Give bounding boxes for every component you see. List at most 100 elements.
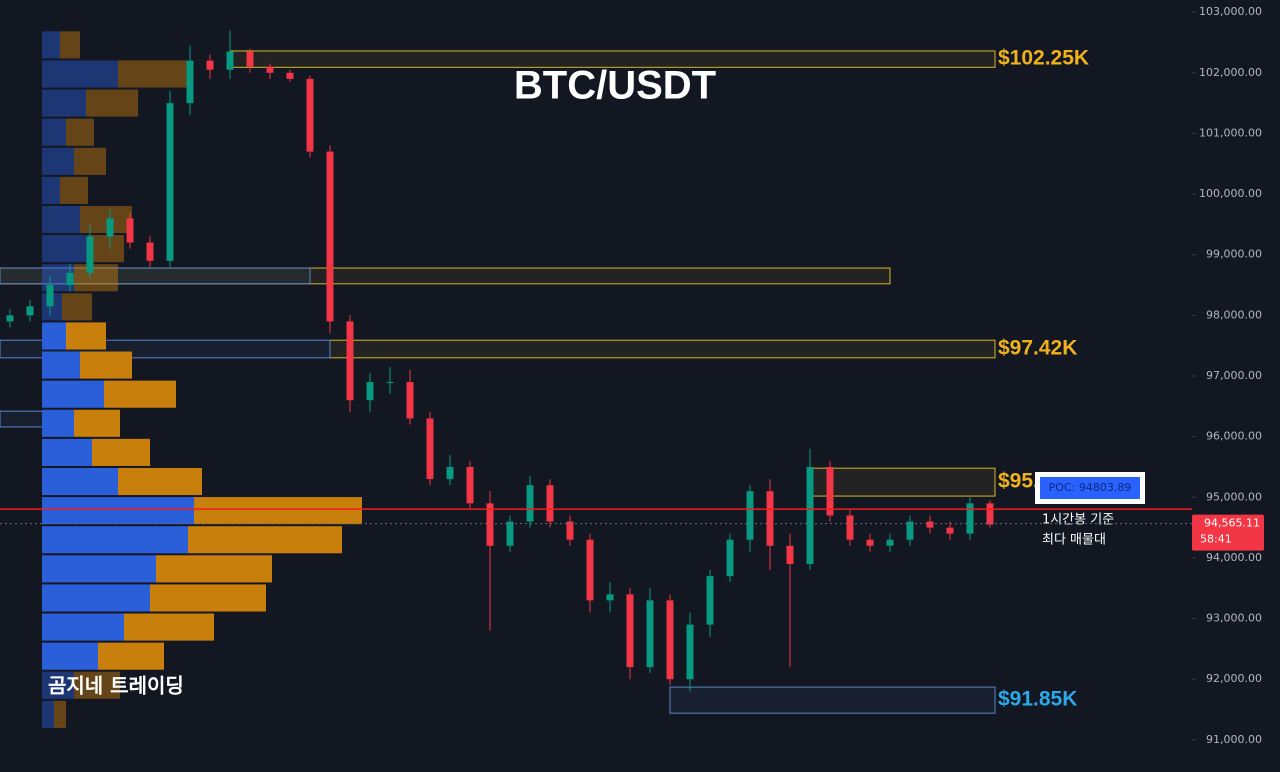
candle-body <box>66 272 74 286</box>
candle-body <box>686 624 694 680</box>
y-tick-label: 95,000.00 <box>1206 490 1262 503</box>
candle-body <box>746 491 754 540</box>
candle-body <box>6 315 14 322</box>
candle-body <box>26 306 34 316</box>
poc-note: 1시간봉 기준 <box>1042 513 1114 528</box>
sell-volume <box>194 497 362 525</box>
candle-body <box>706 576 714 625</box>
zone-label: $97.42K <box>998 337 1077 360</box>
candle-body <box>866 539 874 546</box>
buy-volume <box>42 497 194 525</box>
candle-body <box>206 60 214 70</box>
sell-volume <box>150 584 266 612</box>
buy-volume <box>42 89 86 117</box>
candle-body <box>426 418 434 480</box>
price-tag <box>1192 514 1264 551</box>
sell-volume <box>118 60 188 88</box>
candle-body <box>826 466 834 516</box>
candle-body <box>726 539 734 577</box>
countdown: 58:41 <box>1200 533 1232 546</box>
buy-volume <box>42 671 74 699</box>
buy-volume <box>42 642 98 670</box>
candle-body <box>286 72 294 79</box>
candle-body <box>406 382 414 419</box>
candle-body <box>586 539 594 601</box>
buy-volume <box>42 584 150 612</box>
buy-volume <box>42 60 118 88</box>
candle-body <box>186 60 194 104</box>
y-tick-label: 102,000.00 <box>1199 66 1262 79</box>
buy-volume <box>42 438 92 466</box>
buy-volume <box>42 700 54 728</box>
sell-volume <box>60 31 80 59</box>
sell-volume <box>104 380 176 408</box>
buy-volume <box>42 380 104 408</box>
sell-volume <box>74 264 118 292</box>
zone <box>0 267 891 285</box>
zone <box>669 686 996 714</box>
candle-body <box>966 503 974 534</box>
price-axis: 91,000.00 92,000.00 93,000.00 94,000.00 95,0… <box>1192 5 1262 746</box>
sell-volume <box>54 700 66 728</box>
buy-volume <box>42 322 66 350</box>
candle-body <box>366 382 374 401</box>
candle-body <box>326 151 334 322</box>
y-tick-label: 91,000.00 <box>1206 733 1262 746</box>
y-tick-label: 96,000.00 <box>1206 430 1262 443</box>
sell-volume <box>60 176 88 204</box>
y-tick-label: 92,000.00 <box>1206 672 1262 685</box>
poc-box <box>1040 477 1140 499</box>
y-tick-label: 98,000.00 <box>1206 308 1262 321</box>
zone <box>0 267 311 285</box>
sell-volume <box>80 351 132 379</box>
candle-body <box>346 321 354 401</box>
buy-volume <box>42 176 60 204</box>
sell-volume <box>88 235 124 263</box>
candle-body <box>846 515 854 540</box>
chart-title: BTC/USDT <box>514 64 716 108</box>
buy-volume <box>42 147 74 175</box>
candle-body <box>786 545 794 564</box>
candle-body <box>106 218 114 237</box>
candle-body <box>946 527 954 534</box>
sell-volume <box>80 205 132 234</box>
sell-volume <box>156 555 272 583</box>
zone <box>329 339 996 359</box>
candles <box>6 30 994 692</box>
zone <box>809 467 996 497</box>
sell-volume <box>188 526 342 554</box>
buy-volume <box>42 31 60 59</box>
y-tick-label: 100,000.00 <box>1199 187 1262 200</box>
candle-body <box>886 539 894 546</box>
candle-body <box>86 236 94 273</box>
candle-body <box>666 600 674 680</box>
candle-body <box>766 491 774 546</box>
sell-volume <box>74 409 120 437</box>
sell-volume <box>98 642 164 670</box>
candle-body <box>906 521 914 540</box>
y-tick-label: 93,000.00 <box>1206 612 1262 625</box>
zone-label: $91.85K <box>998 688 1077 711</box>
candle-body <box>166 103 174 261</box>
price-tag-label: 94,565.11 <box>1204 517 1260 530</box>
candle-body <box>386 382 394 384</box>
candle-body <box>466 466 474 504</box>
candle-body <box>226 51 234 70</box>
candle-body <box>646 600 654 668</box>
y-tick-label: 101,000.00 <box>1199 126 1262 139</box>
sell-volume <box>92 438 150 466</box>
buy-volume <box>42 118 66 146</box>
y-tick-label: 99,000.00 <box>1206 248 1262 261</box>
y-tick-label: 97,000.00 <box>1206 369 1262 382</box>
candle-body <box>146 242 154 261</box>
candle-body <box>926 521 934 528</box>
buy-volume <box>42 526 188 554</box>
candle-body <box>506 521 514 546</box>
candle-body <box>566 521 574 540</box>
sell-volume <box>66 118 94 146</box>
candle-body <box>266 66 274 73</box>
buy-volume <box>42 555 156 583</box>
y-tick-label: 94,000.00 <box>1206 551 1262 564</box>
sell-volume <box>62 293 92 321</box>
